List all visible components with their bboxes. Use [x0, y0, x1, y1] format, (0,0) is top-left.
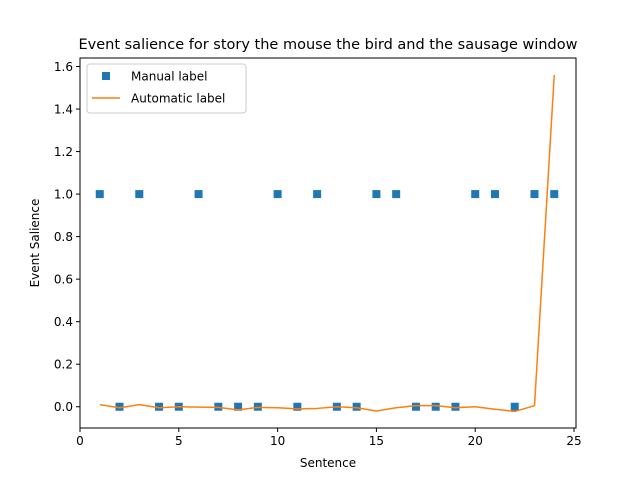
series-1-point-17 — [411, 402, 420, 411]
y-tick-label-3: 0.4 — [54, 315, 73, 329]
legend-swatch-1 — [102, 72, 110, 80]
series-1-point-19 — [451, 402, 460, 411]
series-1-point-12 — [313, 190, 322, 199]
x-tick-label-1: 0 — [76, 434, 84, 448]
series-1-point-11 — [293, 402, 302, 411]
x-tick-label-2: 5 — [175, 434, 183, 448]
series-1-point-3 — [135, 190, 144, 199]
y-tick-label-6: 1.0 — [54, 188, 73, 202]
series-1-point-2 — [115, 402, 124, 411]
series-1-point-4 — [155, 402, 164, 411]
x-axis-ticks: 0 5 10 15 20 25 — [76, 428, 582, 448]
x-tick-label-5: 20 — [468, 434, 483, 448]
y-tick-label-9: 1.6 — [54, 60, 73, 74]
legend-label-2: Automatic label — [131, 92, 225, 106]
x-axis-label: Sentence — [300, 456, 356, 470]
y-tick-label-2: 0.2 — [54, 358, 73, 372]
series-1-point-16 — [392, 190, 401, 199]
series-1-point-20 — [471, 190, 480, 199]
y-axis-label: Event Salience — [28, 199, 42, 288]
legend-box — [86, 63, 247, 114]
legend: Manual label Automatic label — [86, 63, 247, 114]
x-tick-label-6: 25 — [566, 434, 581, 448]
y-tick-label-8: 1.4 — [54, 103, 73, 117]
y-tick-label-1: 0.0 — [54, 400, 73, 414]
x-tick-label-3: 10 — [270, 434, 285, 448]
y-tick-label-7: 1.2 — [54, 145, 73, 159]
series-2-line — [99, 74, 556, 413]
y-tick-label-5: 0.8 — [54, 230, 73, 244]
series-layer — [95, 74, 559, 413]
series-1-point-23 — [530, 190, 539, 199]
series-1-point-21 — [490, 190, 499, 199]
y-axis-ticks: 0.0 0.2 0.4 0.6 0.8 1.0 1.2 1.4 1.6 — [54, 60, 80, 414]
series-1-point-8 — [234, 402, 243, 411]
chart-title: Event salience for story the mouse the b… — [78, 37, 577, 53]
series-1-point-18 — [431, 402, 440, 411]
series-1-point-15 — [372, 190, 381, 199]
series-1-point-1 — [95, 190, 104, 199]
plot-area-frame — [79, 57, 577, 429]
series-1-point-22 — [510, 402, 519, 411]
legend-label-1: Manual label — [131, 70, 207, 84]
series-1-point-24 — [550, 190, 559, 199]
y-tick-label-4: 0.6 — [54, 273, 73, 287]
series-1-point-6 — [194, 190, 203, 199]
series-1-point-10 — [273, 190, 282, 199]
x-tick-label-4: 15 — [369, 434, 384, 448]
series-1-point-14 — [352, 402, 361, 411]
